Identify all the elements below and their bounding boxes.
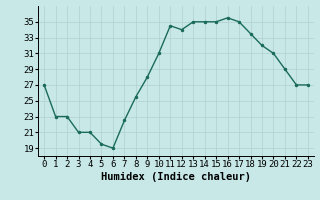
X-axis label: Humidex (Indice chaleur): Humidex (Indice chaleur) <box>101 172 251 182</box>
